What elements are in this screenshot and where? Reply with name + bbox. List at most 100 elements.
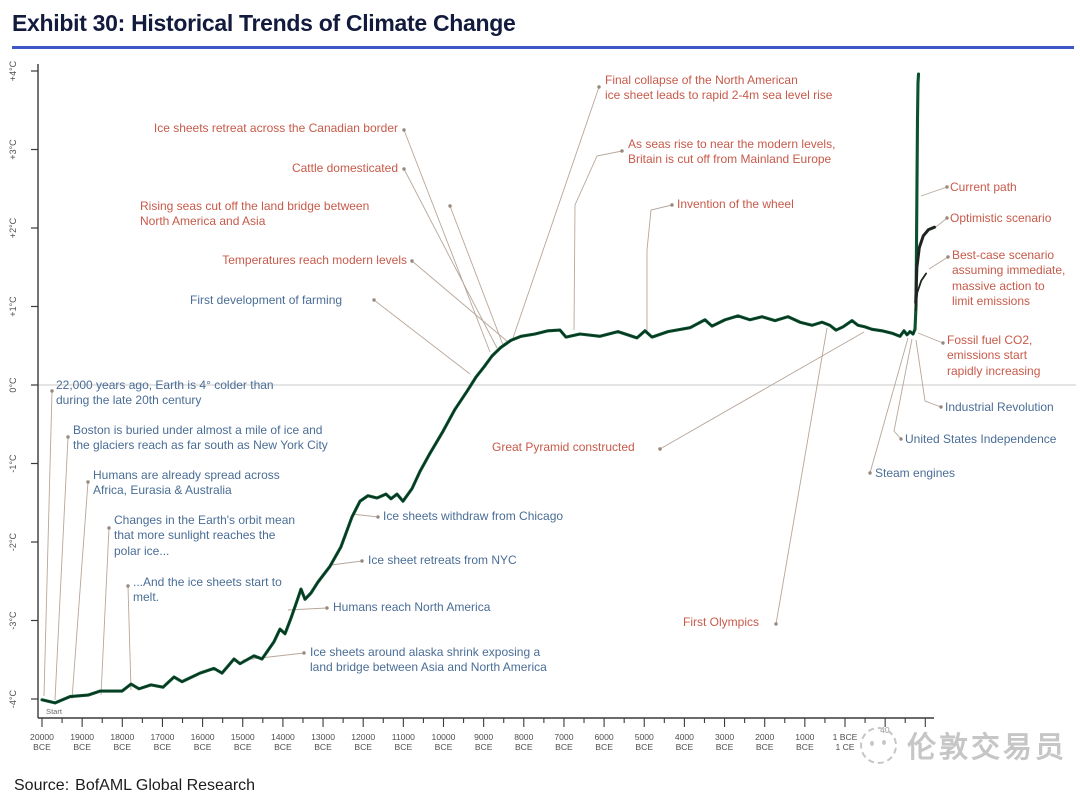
connector-ice-sheets-canadian-border	[403, 129, 491, 353]
annotation-ice-sheet-retreats-nyc: Ice sheet retreats from NYC	[368, 553, 517, 567]
x-tick-label: 4000	[675, 732, 694, 742]
connector-dot-earth-4-colder	[50, 389, 54, 393]
x-tick-label: BCE	[274, 742, 292, 752]
connector-final-collapse-ice-sheet	[512, 86, 600, 339]
annotation-rising-seas-land-bridge: Rising seas cut off the land bridge betw…	[140, 199, 370, 229]
connector-dot-current-path	[945, 185, 949, 189]
connector-ice-sheets-start-to-melt	[127, 585, 132, 691]
connector-britain-cut-off	[573, 150, 623, 331]
y-tick-label--3°C: -3°C	[8, 611, 18, 630]
x-tick-label: BCE	[234, 742, 252, 752]
annotation-cattle-domesticated: Cattle domesticated	[291, 161, 398, 175]
connector-optimistic-scenario	[935, 217, 948, 228]
connector-industrial-revolution	[915, 339, 942, 408]
y-tick-label--4°C: -4°C	[8, 689, 18, 708]
connector-dot-best-case-scenario	[946, 255, 950, 259]
x-tick-label: 17000	[150, 732, 174, 742]
x-tick-label: BCE	[676, 742, 694, 752]
x-tick-label: 10000	[432, 732, 456, 742]
x-tick-label: BCE	[796, 742, 814, 752]
watermark-text: 伦敦交易员	[907, 732, 1068, 764]
x-tick-label: 1 CE	[835, 742, 854, 752]
connector-ice-sheet-retreats-nyc	[330, 560, 363, 566]
annotation-ice-sheets-canadian-border: Ice sheets retreat across the Canadian b…	[153, 121, 398, 135]
connector-dot-ice-sheets-canadian-border	[402, 128, 406, 132]
series-optimistic-scenario	[914, 225, 936, 305]
annotation-earths-orbit-sunlight: Changes in the Earth's orbit mean that mo…	[114, 513, 296, 558]
x-tick-label: BCE	[435, 742, 453, 752]
annotation-best-case-scenario: Best-case scenario assuming immediate, mas…	[952, 248, 1066, 309]
x-tick-label: 5000	[635, 732, 654, 742]
x-tick-label: 6000	[595, 732, 614, 742]
connector-dot-final-collapse-ice-sheet	[597, 85, 601, 89]
connector-united-states-independence	[893, 338, 913, 440]
x-tick-label: 2000	[755, 732, 774, 742]
annotation-current-path: Current path	[950, 180, 1017, 194]
y-tick-label-0°C: 0°C	[8, 377, 18, 393]
x-tick-label: 12000	[351, 732, 375, 742]
y-tick-label-+4°C: +4°C	[8, 60, 18, 81]
connector-dot-first-development-of-farming	[372, 298, 376, 302]
connector-boston-buried-ice	[54, 436, 69, 701]
x-tick-label: BCE	[716, 742, 734, 752]
x-tick-label: 15000	[231, 732, 255, 742]
x-tick-label: BCE	[33, 742, 51, 752]
connector-dot-cattle-domesticated	[402, 167, 406, 171]
annotation-industrial-revolution: Industrial Revolution	[945, 400, 1054, 414]
connector-dot-great-pyramid-constructed	[658, 447, 662, 451]
connector-fossil-fuel-co2	[917, 332, 944, 344]
watermark-logo-icon	[860, 726, 897, 764]
connector-dot-industrial-revolution	[939, 405, 943, 409]
x-tick-label: 13000	[311, 732, 335, 742]
connector-best-case-scenario	[928, 256, 949, 270]
x-tick-label: 14000	[271, 732, 295, 742]
annotation-boston-buried-ice: Boston is buried under almost a mile of …	[73, 423, 328, 453]
connector-dot-steam-engines	[868, 471, 872, 475]
connector-earth-4-colder	[43, 390, 53, 697]
connector-cattle-domesticated	[403, 168, 498, 349]
x-tick-label: BCE	[756, 742, 774, 752]
x-tick-label: 3000	[715, 732, 734, 742]
annotation-humans-reach-north-america: Humans reach North America	[333, 600, 491, 614]
connector-dot-ice-sheets-start-to-melt	[126, 584, 130, 588]
y-tick-label--2°C: -2°C	[8, 532, 18, 551]
source-value: BofAML Global Research	[75, 777, 256, 794]
annotation-ice-sheets-withdraw-chicago: Ice sheets withdraw from Chicago	[383, 509, 564, 523]
series-temperature-history-core	[41, 315, 916, 704]
x-tick-label: 1 BCE	[833, 732, 858, 742]
connector-dot-first-olympics	[774, 622, 778, 626]
connector-steam-engines	[869, 337, 909, 474]
annotation-final-collapse-ice-sheet: Final collapse of the North American ice …	[605, 73, 833, 103]
connector-dot-alaska-land-bridge	[302, 651, 306, 655]
connector-ice-sheets-withdraw-chicago	[351, 513, 379, 518]
x-tick-label: 1000	[795, 732, 814, 742]
annotation-first-olympics: First Olympics	[683, 615, 759, 629]
annotation-fossil-fuel-co2: Fossil fuel CO2, emissions start rapidly i…	[947, 333, 1041, 378]
connector-invention-of-the-wheel	[646, 204, 673, 332]
annotation-alaska-land-bridge: Ice sheets around alaska shrink exposing…	[310, 645, 547, 675]
connector-dot-humans-spread	[86, 480, 90, 484]
source-note: Source: BofAML Global Research	[14, 777, 255, 795]
source-label: Source:	[14, 777, 70, 794]
page-title: Exhibit 30: Historical Trends of Climate…	[12, 10, 516, 36]
x-tick-label: BCE	[515, 742, 533, 752]
x-tick-label: BCE	[73, 742, 91, 752]
connector-alaska-land-bridge	[242, 652, 305, 661]
annotation-temperatures-modern-levels: Temperatures reach modern levels	[222, 253, 407, 267]
connector-dot-optimistic-scenario	[945, 216, 949, 220]
connector-dot-temperatures-modern-levels	[410, 259, 414, 263]
connector-dot-rising-seas-land-bridge	[448, 204, 452, 208]
connector-first-olympics	[775, 327, 828, 625]
annotation-optimistic-scenario: Optimistic scenario	[950, 211, 1052, 225]
connector-current-path	[920, 186, 948, 197]
x-tick-label: 18000	[110, 732, 134, 742]
x-tick-label: BCE	[475, 742, 493, 752]
x-tick-label: BCE	[395, 742, 413, 752]
annotation-steam-engines: Steam engines	[875, 466, 956, 480]
annotation-great-pyramid-constructed: Great Pyramid constructed	[492, 440, 635, 454]
annotation-united-states-independence: United States Independence	[905, 432, 1057, 446]
connector-rising-seas-land-bridge	[449, 205, 504, 346]
y-tick-label-+3°C: +3°C	[8, 139, 18, 160]
